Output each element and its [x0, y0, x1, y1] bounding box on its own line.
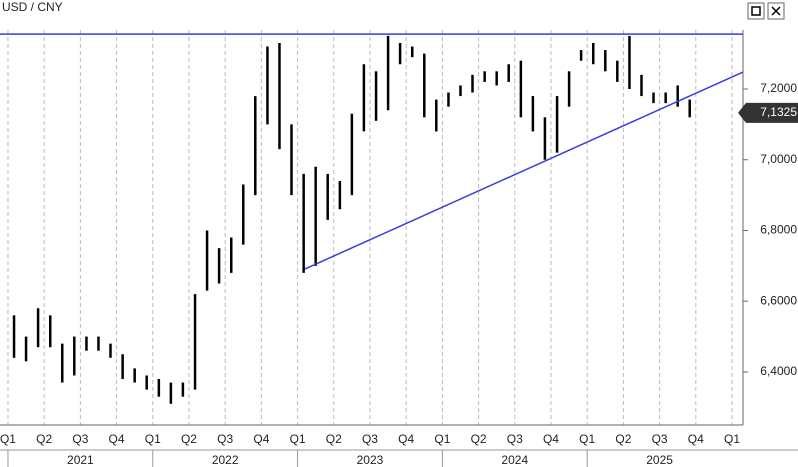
x-tick-label: Q4	[688, 432, 704, 446]
year-label: 2022	[212, 453, 239, 467]
x-tick-label: Q2	[471, 432, 487, 446]
x-tick-label: Q4	[543, 432, 559, 446]
x-tick-label: Q1	[290, 432, 306, 446]
x-tick-label: Q1	[434, 432, 450, 446]
year-label: 2023	[357, 453, 384, 467]
x-tick-label: Q2	[326, 432, 342, 446]
trend-line	[304, 71, 744, 270]
x-tick-label: Q3	[652, 432, 668, 446]
maximize-button[interactable]	[747, 2, 765, 20]
x-tick-label: Q2	[181, 432, 197, 446]
x-tick-label: Q1	[0, 432, 16, 446]
year-label: 2025	[646, 453, 673, 467]
x-tick-label: Q4	[253, 432, 269, 446]
last-price-tag	[738, 102, 798, 123]
x-tick-label: Q3	[362, 432, 378, 446]
y-tick-label: 6,4000	[760, 364, 797, 378]
y-tick-label: 7,2000	[760, 81, 797, 95]
x-tick-label: Q4	[398, 432, 414, 446]
year-label: 2021	[67, 453, 94, 467]
year-label: 2024	[501, 453, 528, 467]
window-buttons[interactable]	[747, 2, 785, 20]
x-tick-label: Q3	[217, 432, 233, 446]
chart-title: USD / CNY	[2, 0, 63, 14]
y-tick-label: 7,0000	[760, 152, 797, 166]
last-price-label: 7,1325	[760, 105, 797, 119]
x-tick-label: Q3	[72, 432, 88, 446]
x-tick-label: Q1	[724, 432, 740, 446]
y-tick-label: 6,6000	[760, 293, 797, 307]
x-tick-label: Q4	[109, 432, 125, 446]
maximize-icon	[751, 6, 761, 16]
close-icon	[771, 6, 781, 16]
x-tick-label: Q1	[145, 432, 161, 446]
x-tick-label: Q2	[36, 432, 52, 446]
x-tick-label: Q3	[507, 432, 523, 446]
x-tick-label: Q2	[615, 432, 631, 446]
y-tick-label: 6,8000	[760, 223, 797, 237]
x-tick-label: Q1	[579, 432, 595, 446]
